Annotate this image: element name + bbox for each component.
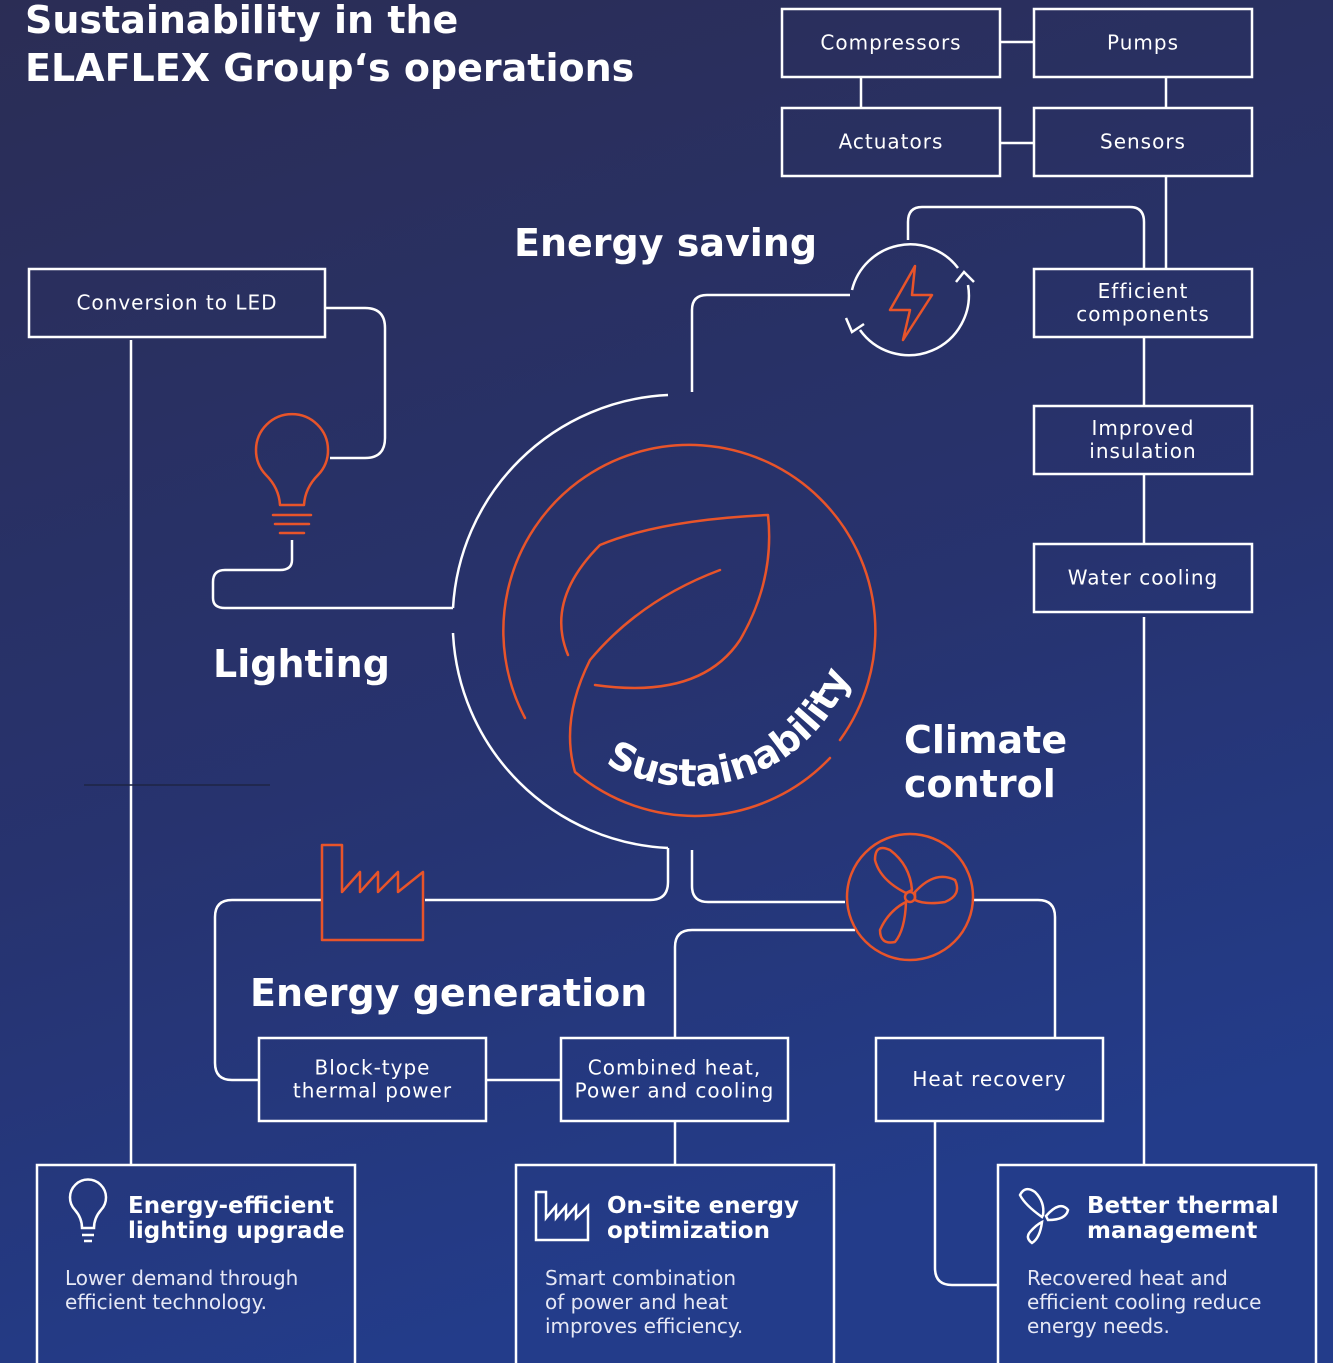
card-body: Lower demand through xyxy=(65,1266,298,1290)
section-label: Climate xyxy=(904,718,1067,762)
card-body: of power and heat xyxy=(545,1290,728,1314)
card-body: Smart combination xyxy=(545,1266,736,1290)
section-label: Energy saving xyxy=(514,221,817,265)
card-body: efficient cooling reduce xyxy=(1027,1290,1261,1314)
box-label: Block-type xyxy=(315,1056,431,1080)
card-title: Better thermal xyxy=(1087,1193,1279,1219)
card-title: management xyxy=(1087,1218,1257,1244)
box-label: Power and cooling xyxy=(575,1079,775,1103)
box-label: components xyxy=(1076,302,1210,326)
box-label: Compressors xyxy=(820,31,961,55)
box-label: Efficient xyxy=(1098,279,1189,303)
card-body: efficient technology. xyxy=(65,1290,267,1314)
title-line: Sustainability in the xyxy=(25,0,458,42)
card-body: Recovered heat and xyxy=(1027,1266,1228,1290)
section-label: Lighting xyxy=(213,642,390,686)
box-label: Actuators xyxy=(839,130,944,154)
diagram: Sustainability Sustainability in theELAF… xyxy=(0,0,1333,1363)
card-title: Energy-efficient xyxy=(128,1193,334,1219)
box-label: Combined heat, xyxy=(588,1056,761,1080)
card-title: optimization xyxy=(607,1218,770,1244)
box-label: thermal power xyxy=(293,1079,452,1103)
card-body: improves efficiency. xyxy=(545,1314,743,1338)
background xyxy=(0,0,1333,1363)
box-label: Sensors xyxy=(1100,130,1186,154)
box-label: Water cooling xyxy=(1068,566,1218,590)
card-title: On-site energy xyxy=(607,1193,799,1219)
card-title: lighting upgrade xyxy=(128,1218,345,1244)
box-label: Conversion to LED xyxy=(76,291,277,315)
box-label: Pumps xyxy=(1107,31,1179,55)
box-label: Improved xyxy=(1092,416,1195,440)
box-label: insulation xyxy=(1089,439,1196,463)
box-label: Heat recovery xyxy=(912,1067,1066,1091)
section-label: Energy generation xyxy=(250,971,647,1015)
title-line: ELAFLEX Group‘s operations xyxy=(25,46,634,90)
section-label: control xyxy=(904,762,1056,806)
card-body: energy needs. xyxy=(1027,1314,1170,1338)
